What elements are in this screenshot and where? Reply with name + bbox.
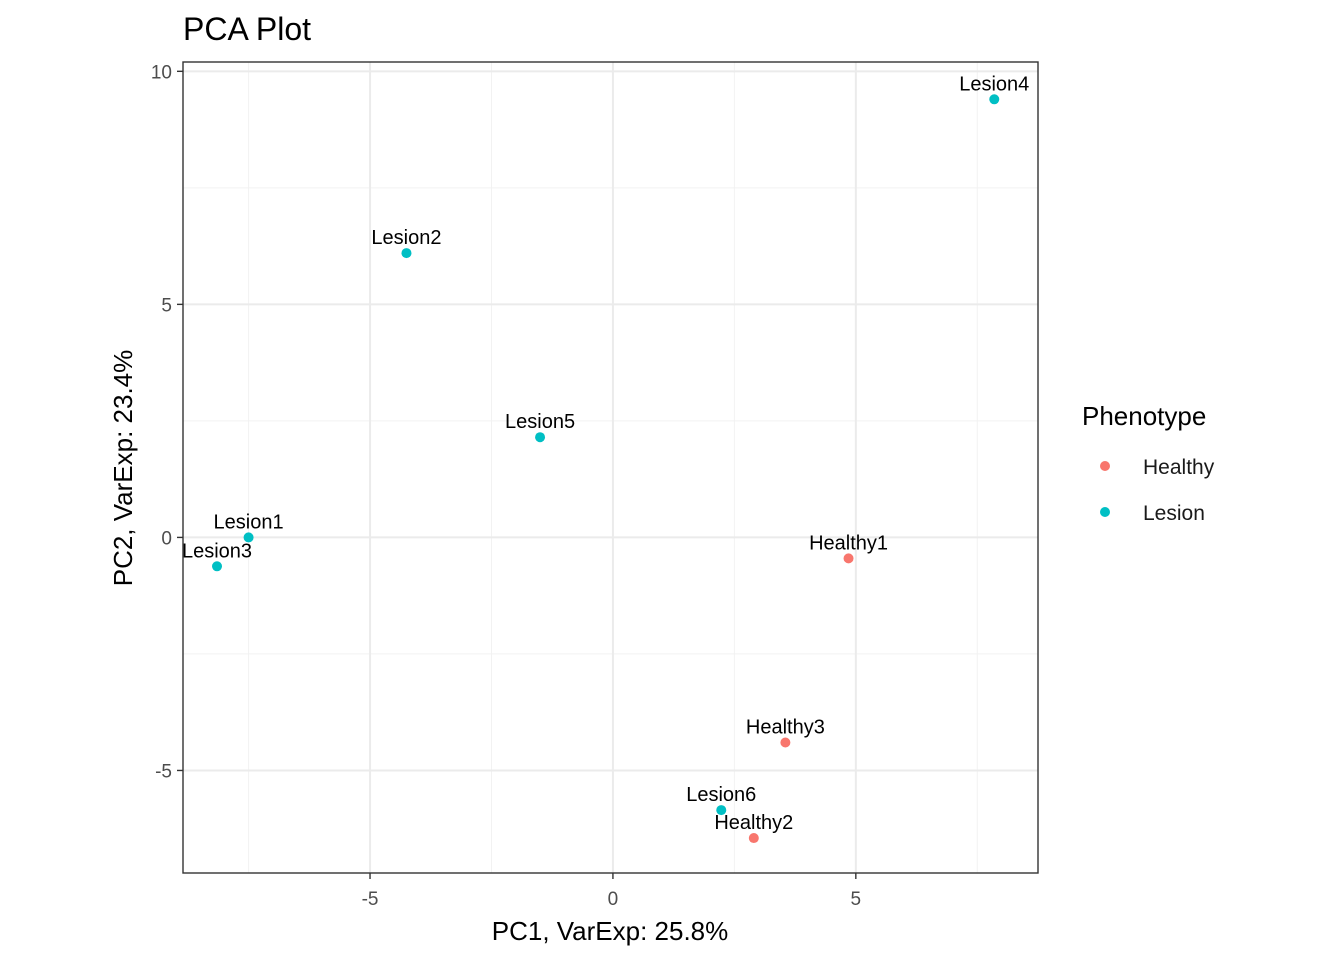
point-label-healthy3: Healthy3 bbox=[746, 716, 825, 738]
y-tick-label: 5 bbox=[161, 295, 172, 316]
legend-title: Phenotype bbox=[1082, 401, 1206, 431]
data-point-healthy1 bbox=[843, 553, 854, 564]
point-label-lesion1: Lesion1 bbox=[214, 511, 284, 533]
point-label-lesion5: Lesion5 bbox=[505, 411, 575, 433]
legend-entries: Healthy Lesion bbox=[1100, 456, 1215, 525]
x-tick-label: 0 bbox=[608, 889, 619, 910]
legend-label-lesion: Lesion bbox=[1143, 502, 1205, 525]
data-point-lesion5 bbox=[535, 432, 546, 443]
point-labels: Lesion1 Lesion2 Lesion3 Lesion4 Lesion5 Lesio… bbox=[182, 73, 1029, 834]
data-point-lesion1 bbox=[243, 532, 254, 543]
data-points bbox=[212, 94, 1000, 844]
plot-panel bbox=[183, 62, 1038, 873]
point-label-lesion4: Lesion4 bbox=[959, 73, 1029, 95]
major-gridlines bbox=[183, 62, 1038, 873]
x-axis-title: PC1, VarExp: 25.8% bbox=[492, 916, 729, 946]
legend-label-healthy: Healthy bbox=[1143, 456, 1215, 479]
data-point-healthy3 bbox=[780, 737, 791, 748]
minor-gridlines bbox=[183, 62, 1038, 873]
legend-key-healthy bbox=[1100, 461, 1110, 471]
y-tick-label: -5 bbox=[155, 761, 172, 782]
point-label-lesion2: Lesion2 bbox=[371, 227, 441, 249]
point-label-lesion3: Lesion3 bbox=[182, 540, 252, 562]
y-axis-ticks: -5 0 5 10 bbox=[151, 62, 183, 782]
point-label-healthy1: Healthy1 bbox=[809, 532, 888, 554]
data-point-healthy2 bbox=[748, 833, 759, 844]
x-tick-label: -5 bbox=[362, 889, 379, 910]
data-point-lesion3 bbox=[212, 561, 223, 572]
point-label-healthy2: Healthy2 bbox=[714, 812, 793, 834]
y-tick-label: 0 bbox=[161, 528, 172, 549]
y-axis-title: PC2, VarExp: 23.4% bbox=[108, 350, 138, 587]
y-tick-label: 10 bbox=[151, 62, 172, 83]
data-point-lesion6 bbox=[716, 805, 727, 816]
x-axis-ticks: -5 0 5 bbox=[362, 873, 862, 910]
data-point-lesion4 bbox=[989, 94, 1000, 105]
x-tick-label: 5 bbox=[851, 889, 862, 910]
plot-border bbox=[182, 61, 1039, 874]
point-label-lesion6: Lesion6 bbox=[686, 784, 756, 806]
chart-title: PCA Plot bbox=[183, 11, 311, 47]
legend-key-lesion bbox=[1100, 507, 1110, 517]
data-point-lesion2 bbox=[401, 248, 412, 259]
legend: Phenotype Healthy Lesion bbox=[1082, 401, 1215, 525]
